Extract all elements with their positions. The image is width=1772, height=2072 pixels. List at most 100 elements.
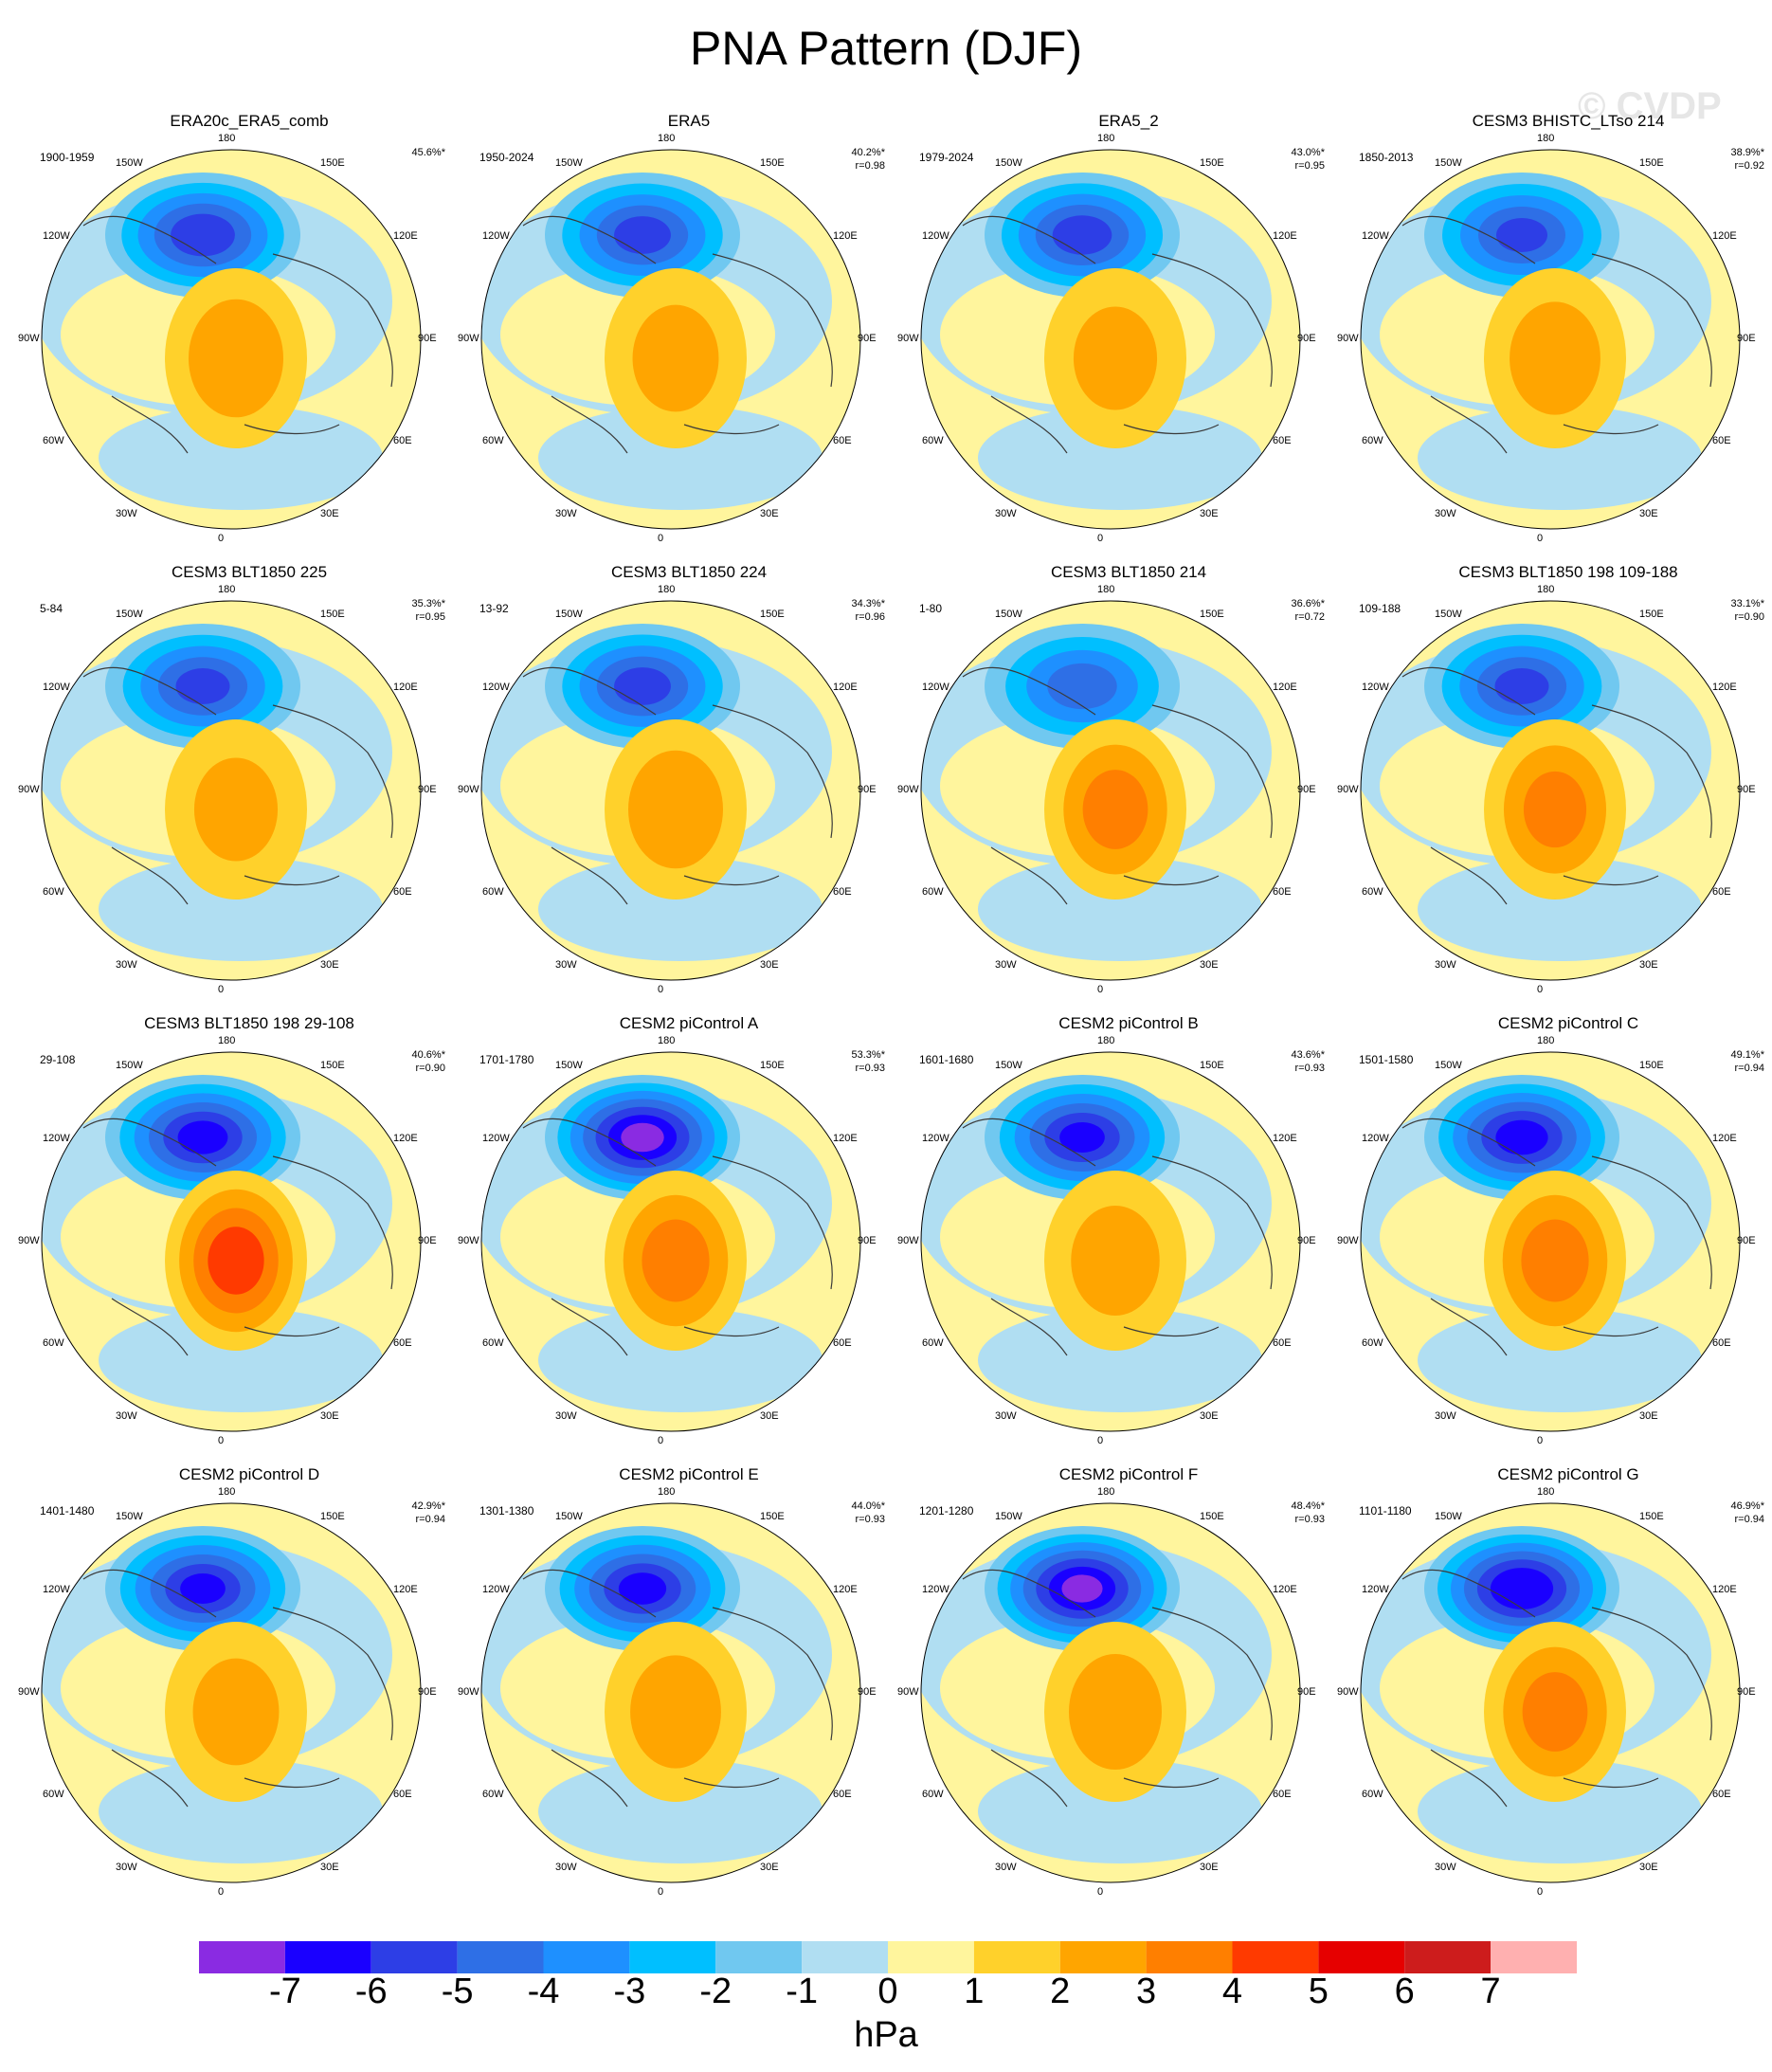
longitude-label: 120E <box>1273 1584 1297 1595</box>
coastline <box>962 1569 1273 1808</box>
longitude-label: 60E <box>393 886 412 898</box>
longitude-label: 120E <box>1712 230 1737 242</box>
longitude-label: 30W <box>555 508 577 519</box>
longitude-label: 60E <box>1712 1789 1731 1800</box>
longitude-label: 120W <box>482 1584 510 1595</box>
longitude-label: 30W <box>995 959 1017 971</box>
coastline <box>522 666 833 905</box>
longitude-label: 60E <box>833 1337 852 1349</box>
negative-belt <box>99 1308 383 1412</box>
panel-period: 1101-1180 <box>1359 1504 1412 1518</box>
low-contour <box>614 667 671 705</box>
longitude-label: 60W <box>482 886 504 898</box>
longitude-label: 30W <box>1435 1862 1456 1873</box>
longitude-label: 30E <box>1200 959 1219 971</box>
map-border <box>480 1502 861 1883</box>
negative-belt <box>978 406 1262 510</box>
coastline <box>522 1118 833 1356</box>
coastline <box>522 215 833 454</box>
high-contour <box>1073 306 1158 410</box>
coastline <box>962 666 1273 905</box>
high-contour <box>1071 1205 1160 1317</box>
longitude-label: 150W <box>555 1511 583 1522</box>
map-panel: CESM2 piControl E 1301-1380 44.0%* r=0.93 18… <box>458 1465 912 1911</box>
longitude-label: 150E <box>760 157 785 169</box>
colorbar-tick-label: -5 <box>441 1972 474 2011</box>
longitude-label: 30W <box>116 959 137 971</box>
longitude-label: 90E <box>418 1686 437 1698</box>
panel-correlation: r=0.94 <box>415 1514 446 1525</box>
longitude-label: 120E <box>833 1584 858 1595</box>
longitude-label: 60E <box>1273 1789 1292 1800</box>
panel-correlation: r=0.93 <box>855 1063 886 1074</box>
longitude-label: 30E <box>1639 959 1658 971</box>
negative-belt <box>978 1759 1262 1863</box>
colorbar-tick-label: 4 <box>1221 1972 1243 2011</box>
longitude-label: 120W <box>482 230 510 242</box>
colorbar-swatch <box>973 1941 1060 1973</box>
polar-map <box>920 1051 1301 1432</box>
negative-belt <box>538 857 823 961</box>
map-border <box>920 149 1301 530</box>
panel-period: 1501-1580 <box>1359 1053 1414 1066</box>
high-contour <box>192 1658 280 1766</box>
longitude-label: 90E <box>1297 1235 1316 1246</box>
panel-title: ERA5_2 <box>1098 112 1159 130</box>
longitude-label: 0 <box>218 1435 225 1446</box>
longitude-label: 150W <box>1435 157 1462 169</box>
longitude-label: 60E <box>833 435 852 446</box>
panel-title: CESM3 BLT1850 214 <box>1050 563 1207 581</box>
map-panel: ERA5 1950-2024 40.2%* r=0.98 180 150W 150E 120W… <box>458 112 912 557</box>
longitude-label: 30W <box>995 508 1017 519</box>
panel-variance: 34.3%* r=0.96 <box>851 598 885 623</box>
polar-map <box>480 149 861 530</box>
panel-variance: 36.6%* r=0.72 <box>1291 598 1325 623</box>
longitude-label: 120E <box>1712 1584 1737 1595</box>
panel-variance: 53.3%* r=0.93 <box>851 1049 886 1074</box>
longitude-label: 150W <box>1435 1060 1462 1071</box>
longitude-label: 120E <box>393 230 418 242</box>
longitude-label: 120E <box>1273 682 1297 693</box>
low-contour <box>1059 1122 1105 1153</box>
colorbar-tick-label: 1 <box>964 1972 985 2011</box>
map-border <box>41 1502 422 1883</box>
longitude-label: 0 <box>1537 1435 1544 1446</box>
low-contour <box>180 1573 226 1604</box>
longitude-label: 30E <box>1639 1862 1658 1873</box>
colorbar-tick-label: 5 <box>1308 1972 1329 2011</box>
colorbar-swatch <box>888 1941 974 1973</box>
longitude-label: 90E <box>418 333 437 344</box>
low-contour <box>1490 1568 1554 1609</box>
coastline <box>522 1569 833 1808</box>
high-contour <box>1510 301 1600 415</box>
longitude-label: 60W <box>922 1337 944 1349</box>
longitude-label: 90W <box>458 784 479 795</box>
longitude-label: 60W <box>43 886 64 898</box>
panel-correlation: r=0.90 <box>1734 611 1765 623</box>
longitude-label: 120W <box>43 1584 70 1595</box>
longitude-label: 90W <box>458 1235 479 1246</box>
longitude-label: 90E <box>858 1686 877 1698</box>
longitude-label: 120W <box>43 1133 70 1144</box>
longitude-label: 150E <box>1200 1511 1224 1522</box>
longitude-label: 90W <box>897 784 919 795</box>
polar-map <box>41 149 422 530</box>
map-panel: CESM2 piControl G 1101-1180 46.9%* r=0.94 18… <box>1337 1465 1772 1911</box>
longitude-label: 150E <box>760 609 785 620</box>
longitude-label: 30W <box>555 959 577 971</box>
colorbar-swatch <box>284 1941 371 1973</box>
colorbar-swatch <box>1491 1941 1577 1973</box>
longitude-label: 0 <box>1537 533 1544 544</box>
polar-map <box>41 1502 422 1883</box>
longitude-label: 150E <box>320 157 345 169</box>
panel-title: CESM2 piControl A <box>619 1014 759 1032</box>
polar-map <box>920 1502 1301 1883</box>
polar-map <box>1360 149 1741 530</box>
colorbar <box>199 1941 1577 1973</box>
longitude-label: 90E <box>858 1235 877 1246</box>
longitude-label: 150E <box>1639 1060 1664 1071</box>
longitude-label: 120E <box>833 1133 858 1144</box>
colorbar-tick-label: -7 <box>268 1972 301 2011</box>
longitude-label: 90W <box>18 1235 40 1246</box>
longitude-label: 30E <box>1639 508 1658 519</box>
